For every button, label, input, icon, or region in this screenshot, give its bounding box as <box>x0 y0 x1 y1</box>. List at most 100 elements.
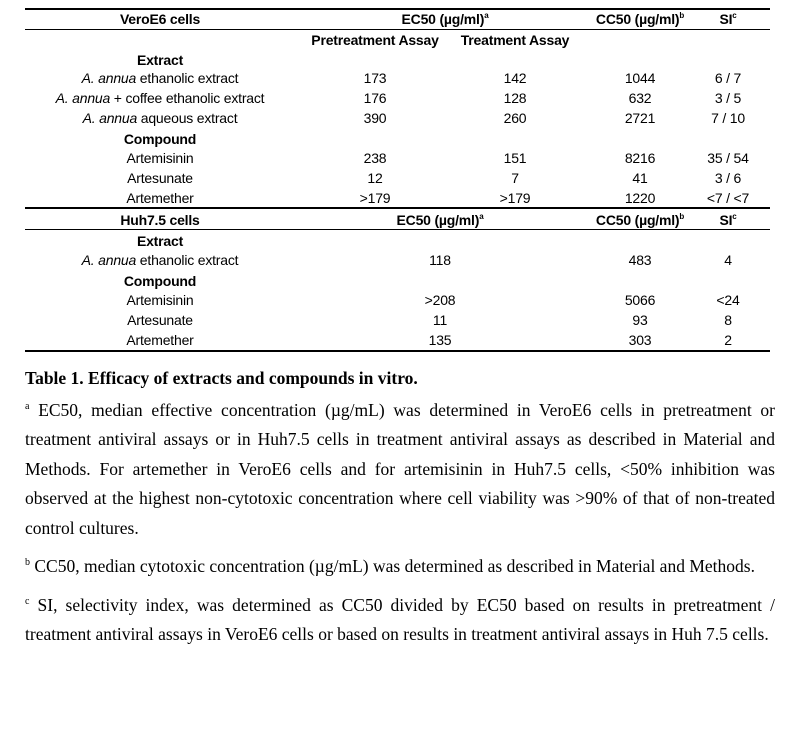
si-value: 8 <box>724 311 732 329</box>
cc50-value: 41 <box>632 169 647 187</box>
si-value-text: <7 / <7 <box>706 190 750 206</box>
vero-header-si: SIc <box>719 10 736 28</box>
si-value-text: <24 <box>716 292 740 308</box>
caption-title: Table 1. Efficacy of extracts and compou… <box>25 368 418 388</box>
si-value: 3 / 6 <box>715 169 741 187</box>
row-label-text: Artemether <box>126 190 194 206</box>
footnote-c: c SI, selectivity index, was determined … <box>25 591 775 650</box>
species-name: A. annua <box>81 70 137 86</box>
row-label: Artemisinin <box>126 291 193 309</box>
results-table: VeroE6 cells EC50 (µg/ml)a CC50 (µg/ml)b SI… <box>25 0 770 352</box>
vero-header-ec50-text: EC50 (µg/ml) <box>401 11 485 27</box>
si-value: 6 / 7 <box>715 69 741 87</box>
si-value: 35 / 54 <box>707 149 749 167</box>
cc50-value-text: 93 <box>632 312 648 328</box>
cc50-value-text: 1044 <box>624 70 656 86</box>
si-value-text: 6 / 7 <box>714 70 742 86</box>
si-value: 4 <box>724 251 732 269</box>
ec50-value-text: 11 <box>432 312 448 328</box>
pretreatment-ec50-text: 176 <box>363 90 387 106</box>
cc50-value: 483 <box>629 251 652 269</box>
row-label-text: Artemisinin <box>126 292 194 308</box>
treatment-ec50-text: 260 <box>503 110 527 126</box>
footnote-c-marker: c <box>732 11 737 20</box>
treatment-ec50: >179 <box>500 189 531 207</box>
subheader-treatment: Treatment Assay <box>461 31 570 49</box>
footnote-text: SI, selectivity index, was determined as… <box>25 594 775 645</box>
pretreatment-ec50-text: 390 <box>363 110 387 126</box>
cc50-value: 93 <box>632 311 647 329</box>
huh-header-ec50-text: EC50 (µg/ml) <box>396 212 480 228</box>
treatment-ec50-text: 7 <box>511 170 519 186</box>
treatment-ec50-text: 142 <box>503 70 527 86</box>
cc50-value: 8216 <box>624 149 656 167</box>
si-value-text: 2 <box>724 332 732 348</box>
row-label: Artesunate <box>127 311 193 329</box>
cc50-value-text: 483 <box>628 252 652 268</box>
vero-header-si-text: SI <box>719 11 733 27</box>
si-value-text: 7 / 10 <box>711 110 745 126</box>
pretreatment-ec50: 176 <box>364 89 387 107</box>
treatment-ec50-text: 128 <box>503 90 527 106</box>
treatment-ec50-text: 151 <box>503 150 527 166</box>
cc50-value: 1220 <box>625 189 656 207</box>
footnote-text: EC50, median effective concentration (µg… <box>25 399 775 538</box>
si-value: 2 <box>724 331 732 349</box>
treatment-ec50-text: >179 <box>499 190 531 206</box>
treatment-ec50: 260 <box>504 109 527 127</box>
pretreatment-ec50: 390 <box>364 109 387 127</box>
huh-header-ec50: EC50 (µg/ml)a <box>397 211 484 229</box>
species-name: A. annua <box>55 90 111 106</box>
cc50-value-text: 5066 <box>624 292 656 308</box>
cc50-value-text: 2721 <box>624 110 656 126</box>
pretreatment-ec50-text: >179 <box>359 190 391 206</box>
si-value: <7 / <7 <box>707 189 749 207</box>
row-label: Extract <box>137 51 183 69</box>
huh-header-cc50: CC50 (µg/ml)b <box>596 211 684 229</box>
treatment-ec50: 142 <box>504 69 527 87</box>
si-value-text: 3 / 5 <box>714 90 742 106</box>
table-top-rule <box>25 8 770 10</box>
vero-header-cc50: CC50 (µg/ml)b <box>596 10 684 28</box>
row-label-text: Artemether <box>126 332 194 348</box>
footnote-mark: b <box>25 557 30 568</box>
row-label-text: + coffee ethanolic extract <box>110 90 265 106</box>
si-value-text: 3 / 6 <box>714 170 742 186</box>
vero-header-label-text: VeroE6 cells <box>119 11 201 27</box>
treatment-ec50: 151 <box>504 149 527 167</box>
pretreatment-ec50: 238 <box>364 149 387 167</box>
section-label: Compound <box>123 131 197 147</box>
table-caption: Table 1. Efficacy of extracts and compou… <box>25 364 775 659</box>
cc50-value-text: 41 <box>632 170 648 186</box>
vero-header-cc50-text: CC50 (µg/ml) <box>595 11 680 27</box>
ec50-value-text: 118 <box>429 252 451 268</box>
footnote-a: a EC50, median effective concentration (… <box>25 396 775 544</box>
si-value: 3 / 5 <box>715 89 741 107</box>
si-value: <24 <box>716 291 739 309</box>
row-label: Compound <box>124 130 196 148</box>
section-label: Extract <box>136 233 184 249</box>
vero-header-label: VeroE6 cells <box>120 10 200 28</box>
section-label: Compound <box>123 273 197 289</box>
row-label-text: Artesunate <box>127 170 193 186</box>
row-label: A. annua aqueous extract <box>83 109 238 127</box>
section-label: Extract <box>136 52 184 68</box>
pretreatment-ec50-text: 12 <box>367 170 383 186</box>
huh-header-cc50-text: CC50 (µg/ml) <box>595 212 680 228</box>
row-label-text: aqueous extract <box>137 110 238 126</box>
section-divider-rule <box>25 207 770 209</box>
ec50-value: 135 <box>429 331 452 349</box>
row-label: A. annua ethanolic extract <box>82 69 239 87</box>
row-label: Artesunate <box>127 169 193 187</box>
cc50-value: 303 <box>629 331 652 349</box>
cc50-value-text: 8216 <box>624 150 656 166</box>
row-label-text: ethanolic extract <box>136 252 239 268</box>
species-name: A. annua <box>82 110 138 126</box>
ec50-value-text: 135 <box>428 332 452 348</box>
footnote-mark: c <box>25 595 30 607</box>
treatment-ec50: 7 <box>511 169 519 187</box>
cc50-value-text: 632 <box>628 90 652 106</box>
footnote-mark: a <box>25 400 30 412</box>
ec50-value: >208 <box>425 291 456 309</box>
si-value: 7 / 10 <box>711 109 745 127</box>
